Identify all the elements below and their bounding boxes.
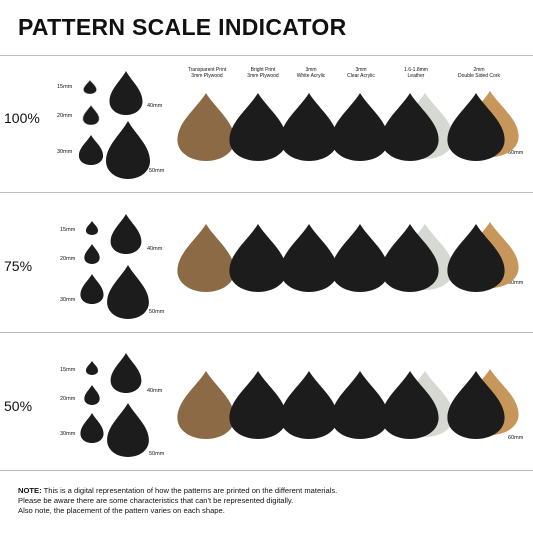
divider [0,192,533,193]
scale-label-75: 75% [4,258,33,274]
scale-label-50: 50% [4,398,33,414]
drop-15mm [83,80,96,94]
drop-20mm [84,385,100,405]
drop-plywood-transparent [177,371,235,439]
drop-plywood-bright [229,224,287,292]
note-line-1: This is a digital representation of how … [43,486,338,495]
size-label: 30mm [60,431,76,437]
row-100 [79,71,519,179]
drop-clear-acrylic [331,93,389,161]
size-label: 50mm [149,309,165,315]
drop-50mm [106,121,150,179]
size-label: 15mm [57,84,73,90]
drop-clear-acrylic [331,371,389,439]
drop-50mm [107,265,149,319]
drop-15mm [85,361,99,375]
note-line-2: Please be aware there are some character… [18,496,294,505]
note-block: NOTE: This is a digital representation o… [18,486,518,516]
drop-white-acrylic [280,93,338,161]
size-label: 60mm [508,150,524,156]
size-label: 40mm [147,388,163,394]
size-label: 15mm [60,367,76,373]
drop-white-acrylic [280,224,338,292]
material-label-white-acrylic: 3mm White Acrylic [296,67,326,79]
row-50 [80,353,519,457]
drop-50mm [107,403,149,457]
drop-40mm [110,214,142,254]
size-label: 40mm [147,103,163,109]
material-label-cork: 2mm Double Sided Cork [458,67,500,79]
material-label-plywood-bright: Bright Print 3mm Plywood [247,67,279,79]
drop-plywood-transparent [177,93,235,161]
size-label: 50mm [149,451,165,457]
divider [0,332,533,333]
size-label: 20mm [60,256,76,262]
drop-30mm [80,413,104,443]
size-label: 30mm [60,297,76,303]
drop-30mm [78,135,104,165]
divider [0,55,533,56]
drop-40mm [110,353,142,393]
drop-plywood-bright [229,93,287,161]
page-title: PATTERN SCALE INDICATOR [18,14,347,40]
size-label: 20mm [60,396,76,402]
drop-15mm [85,221,99,235]
size-label: 50mm [149,168,165,174]
material-label-leather: 1.6-1.8mm Leather [404,67,428,79]
size-label: 15mm [60,227,76,233]
size-label: 60mm [508,435,524,441]
scale-label-100: 100% [4,110,40,126]
size-label: 40mm [147,246,163,252]
drop-20mm [84,244,100,264]
note-label: NOTE: [18,486,42,495]
note-line-3: Also note, the placement of the pattern … [18,506,225,515]
drop-plywood-transparent [177,224,235,292]
material-label-clear-acrylic: 3mm Clear Acrylic [347,67,375,79]
divider [0,470,533,471]
material-label-plywood-transparent: Transparent Print 3mm Plywood [187,67,227,79]
row-75 [80,214,519,319]
size-label: 20mm [57,113,73,119]
drop-30mm [80,274,104,304]
size-label: 60mm [508,280,524,286]
drop-40mm [109,71,143,115]
drop-plywood-bright [229,371,287,439]
drop-20mm [83,105,100,125]
drop-white-acrylic [280,371,338,439]
size-label: 30mm [57,149,73,155]
drop-clear-acrylic [331,224,389,292]
